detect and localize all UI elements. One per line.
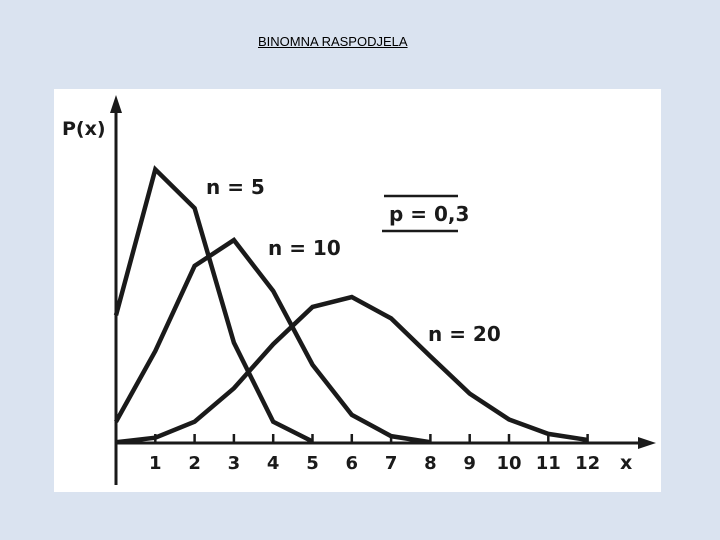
x-tick-label: 5 bbox=[306, 453, 319, 474]
slide-title: BINOMNA RASPODJELA bbox=[258, 34, 408, 49]
x-axis-arrow bbox=[638, 437, 656, 449]
chart-labels: 1 2 3 4 5 6 7 8 9 10 11 12P(x)xp = 0,3n = 5n = 10n … bbox=[62, 118, 632, 474]
x-tick-label: 7 bbox=[385, 453, 398, 474]
x-tick-label: 4 bbox=[267, 453, 280, 474]
y-axis-arrow bbox=[110, 95, 122, 113]
series-line-1 bbox=[113, 165, 314, 444]
series-line-3 bbox=[115, 294, 588, 445]
x-tick-label: 3 bbox=[228, 453, 241, 474]
x-tick-label: 11 bbox=[536, 453, 561, 474]
x-tick-label: 8 bbox=[424, 453, 437, 474]
series-label-2: n = 10 bbox=[268, 236, 341, 260]
chart-axes bbox=[110, 95, 656, 485]
x-tick-label: 6 bbox=[346, 453, 359, 474]
x-tick-label: 1 bbox=[149, 453, 162, 474]
series-label-1: n = 5 bbox=[206, 175, 265, 199]
series-label-3: n = 20 bbox=[428, 322, 501, 346]
x-tick-label: 12 bbox=[575, 453, 600, 474]
y-axis-label: P(x) bbox=[62, 118, 106, 140]
series-layer bbox=[113, 165, 588, 445]
x-tick-label: 10 bbox=[496, 453, 521, 474]
x-axis-label: x bbox=[620, 452, 632, 474]
x-tick-label: 9 bbox=[463, 453, 476, 474]
binomial-chart: 1 2 3 4 5 6 7 8 9 10 11 12P(x)xp = 0,3n = 5n = 10n … bbox=[62, 95, 656, 485]
parameter-annotation: p = 0,3 bbox=[389, 202, 469, 226]
x-tick-label: 2 bbox=[188, 453, 201, 474]
